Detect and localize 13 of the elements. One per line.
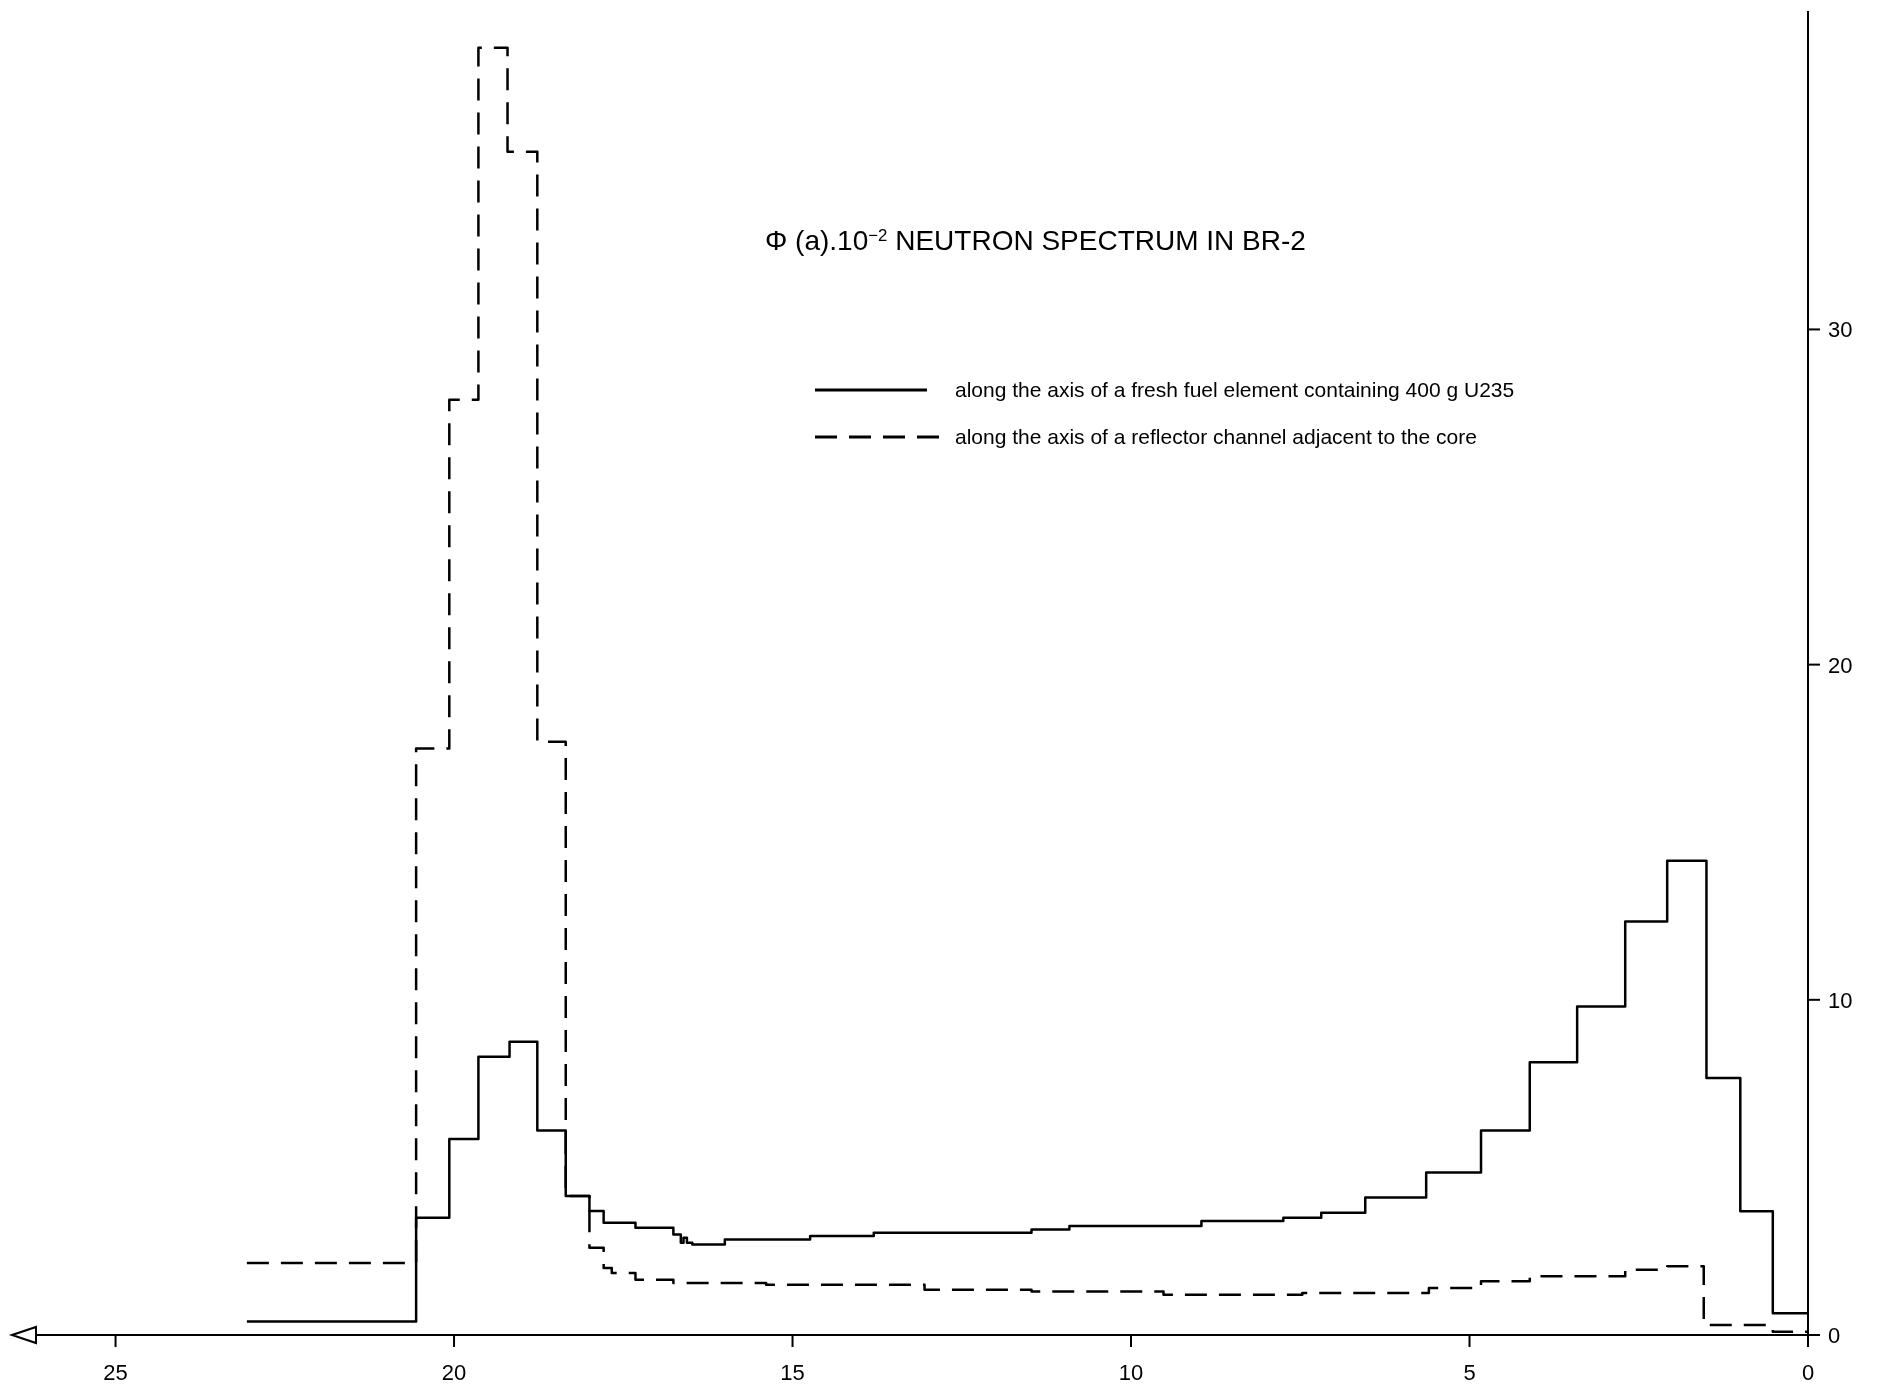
y-tick-label: 20 <box>1828 652 1853 678</box>
y-tick-label: 30 <box>1828 317 1853 343</box>
legend-label: along the axis of a reflector channel adjacent to the core <box>955 425 1477 448</box>
y-tick-label: 0 <box>1828 1323 1841 1348</box>
x-tick-label: 10 <box>1118 1360 1144 1385</box>
x-tick-label: 0 <box>1801 1360 1815 1385</box>
x-tick-label: 15 <box>780 1360 805 1385</box>
y-tick-label: 10 <box>1828 987 1853 1013</box>
text: Φ (a).10$^{−2}$ NEUTRON SPECTRUM IN BR-2 <box>765 225 1306 256</box>
legend-label: along the axis of a fresh fuel element containing 400 g U235 <box>955 378 1515 401</box>
x-tick-label: 25 <box>103 1360 128 1385</box>
x-tick-label: 20 <box>441 1360 467 1385</box>
x-tick-label: 5 <box>1463 1360 1476 1385</box>
